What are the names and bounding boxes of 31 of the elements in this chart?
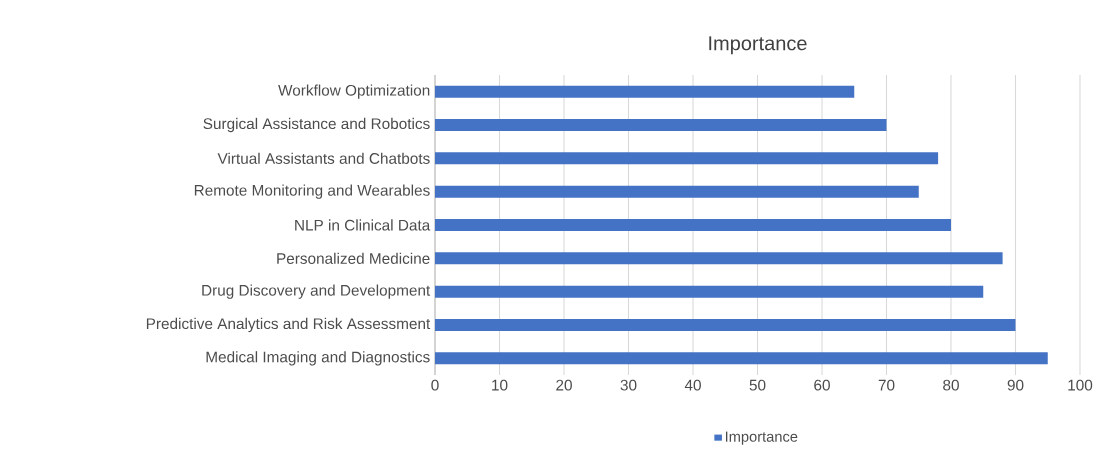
y-tick-label: Predictive Analytics and Risk Assessment: [146, 317, 431, 333]
y-tick-label: Personalized Medicine: [277, 252, 430, 264]
x-tick-label: 30: [620, 379, 637, 391]
x-tick-label: 40: [684, 379, 701, 391]
x-tick-label: 50: [749, 379, 766, 391]
bar: [435, 285, 984, 298]
y-tick-label: Drug Discovery and Development: [202, 284, 431, 299]
legend-label: Importance: [725, 431, 798, 445]
bar: [435, 185, 919, 198]
bar: [435, 118, 887, 131]
y-tick-label: NLP in Clinical Data: [295, 219, 431, 231]
bar: [435, 85, 855, 98]
y-tick-label: Surgical Assistance and Robotics: [203, 117, 430, 133]
y-tick-label: Remote Monitoring and Wearables: [194, 184, 430, 199]
bar: [435, 252, 1003, 265]
x-tick-label: 10: [492, 379, 508, 391]
x-tick-label: 20: [556, 379, 572, 391]
y-tick-label: Workflow Optimization: [278, 84, 430, 99]
x-tick-label: 0: [431, 379, 439, 391]
y-tick-label: Virtual Assistants and Chatbots: [217, 152, 430, 164]
x-tick-label: 70: [878, 379, 895, 391]
x-tick-label: 90: [1007, 379, 1024, 391]
x-tick-label: 80: [943, 379, 959, 391]
y-tick-label: Medical Imaging and Diagnostics: [206, 351, 430, 366]
chart-title: Importance: [709, 36, 807, 55]
bar: [435, 318, 1016, 331]
x-tick-label: 60: [814, 379, 830, 391]
bar: [435, 152, 939, 165]
bar: [435, 218, 951, 231]
bar: [435, 352, 1048, 365]
x-tick-label: 100: [1068, 379, 1093, 391]
